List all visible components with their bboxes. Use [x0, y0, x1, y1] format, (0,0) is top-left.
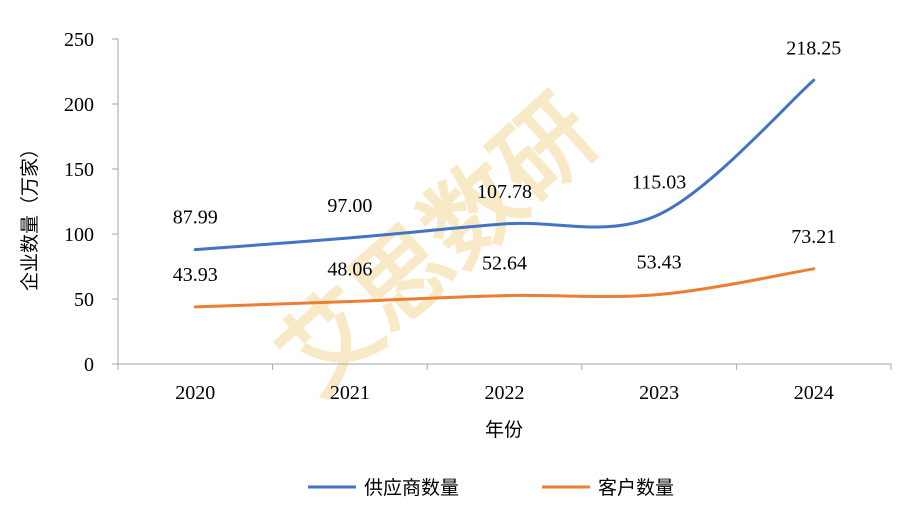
watermark-text: 艾思数研	[258, 75, 618, 415]
data-label: 218.25	[786, 37, 841, 59]
data-labels: 87.99 97.00 107.78 115.03 218.25 43.93 48.06 52…	[173, 37, 841, 286]
x-tick-label: 2022	[485, 382, 525, 404]
series-line-1	[193, 267, 816, 309]
legend-label-1: 客户数量	[598, 477, 674, 499]
y-axis-title: 企业数量（万家）	[19, 139, 41, 291]
y-tick-label: 250	[64, 29, 94, 51]
x-tick-label: 2024	[794, 382, 834, 404]
data-label: 97.00	[327, 195, 372, 217]
x-axis-title: 年份	[485, 419, 523, 441]
data-label: 107.78	[477, 181, 532, 203]
y-tick-label: 0	[84, 354, 94, 376]
y-tick-label: 200	[64, 94, 94, 116]
x-axis-ticks: 2020 2021 2022 2023 2024	[117, 364, 892, 404]
y-axis-ticks: 0 50 100 150 200 250	[64, 29, 118, 376]
legend-label-0: 供应商数量	[364, 477, 459, 499]
data-label: 43.93	[173, 264, 218, 286]
series-line-0	[193, 78, 816, 252]
data-label: 48.06	[327, 259, 372, 281]
x-tick-label: 2021	[330, 382, 370, 404]
data-label: 115.03	[632, 171, 686, 193]
x-tick-label: 2023	[639, 382, 679, 404]
y-tick-label: 100	[64, 224, 94, 246]
data-label: 73.21	[791, 226, 836, 248]
data-label: 87.99	[173, 207, 218, 229]
data-label: 53.43	[637, 252, 682, 274]
legend: 供应商数量 客户数量	[308, 477, 674, 499]
y-tick-label: 50	[74, 289, 94, 311]
series-lines	[193, 78, 816, 309]
data-label: 52.64	[482, 253, 527, 275]
watermark: 艾思数研	[258, 75, 618, 415]
y-tick-label: 150	[64, 159, 94, 181]
axes	[117, 39, 891, 365]
x-tick-label: 2020	[175, 382, 215, 404]
